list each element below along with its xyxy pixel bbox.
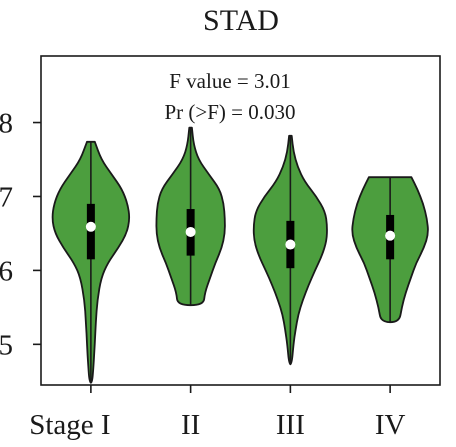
y-tick-label: 7 bbox=[0, 181, 13, 213]
x-tick-label: III bbox=[276, 409, 305, 441]
violin-median-point bbox=[85, 221, 96, 232]
violin-group bbox=[51, 126, 429, 384]
x-axis: Stage I II III IV bbox=[29, 385, 405, 441]
y-axis: 5 6 7 8 bbox=[0, 108, 41, 361]
plot-frame bbox=[40, 55, 441, 386]
y-tick-label: 6 bbox=[0, 255, 13, 287]
violin-median-point bbox=[285, 239, 296, 250]
violin-median-point bbox=[185, 226, 196, 237]
chart-title: STAD bbox=[203, 4, 279, 37]
f-value-annotation: F value = 3.01 bbox=[169, 69, 291, 93]
p-value-annotation: Pr (>F) = 0.030 bbox=[164, 100, 295, 124]
x-tick-label: II bbox=[181, 409, 200, 441]
x-tick-label: Stage I bbox=[29, 409, 110, 441]
y-tick-label: 8 bbox=[0, 108, 13, 140]
y-tick-label: 5 bbox=[0, 329, 13, 361]
violin-median-point bbox=[385, 230, 396, 241]
x-tick-label: IV bbox=[375, 409, 406, 441]
